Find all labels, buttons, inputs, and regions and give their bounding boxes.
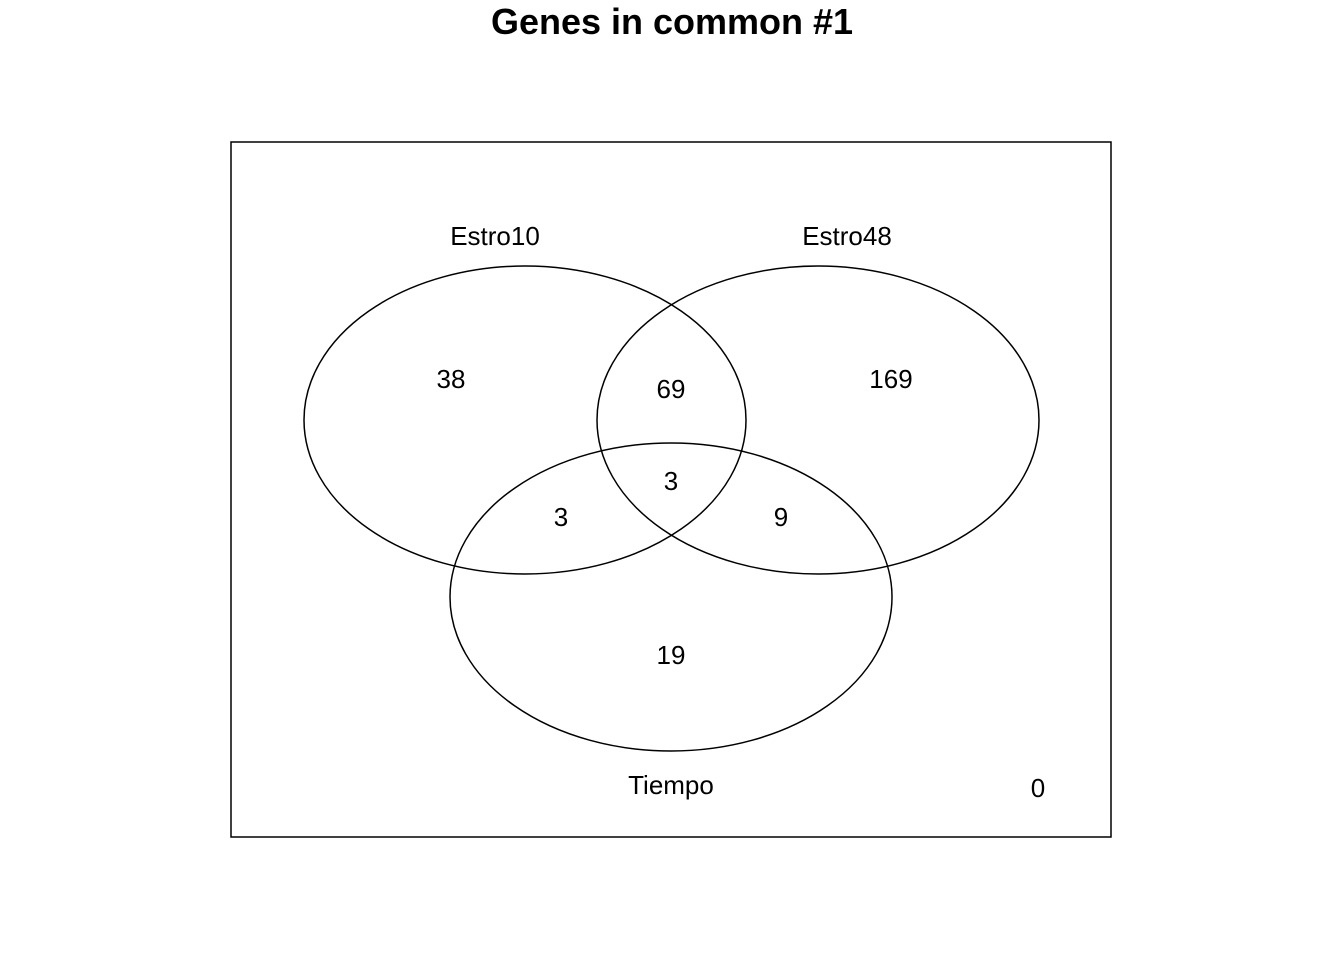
- region-count-estro48-tiempo: 9: [774, 502, 788, 532]
- region-count-estro48-only: 169: [869, 364, 912, 394]
- set-label-tiempo: Tiempo: [628, 770, 714, 800]
- set-label-estro10: Estro10: [450, 221, 540, 251]
- region-count-estro10-tiempo: 3: [554, 502, 568, 532]
- region-count-estro10-only: 38: [437, 364, 466, 394]
- chart-title: Genes in common #1: [490, 1, 854, 42]
- region-count-estro10-estro48: 69: [657, 374, 686, 404]
- set-label-estro48: Estro48: [802, 221, 892, 251]
- set-circle-estro10: [303, 265, 747, 575]
- universe-box: [230, 141, 1112, 838]
- region-count-tiempo-only: 19: [657, 640, 686, 670]
- set-circle-tiempo: [449, 442, 893, 752]
- region-count-all-three: 3: [664, 466, 678, 496]
- set-circle-estro48: [596, 265, 1040, 575]
- region-count-none: 0: [1031, 773, 1045, 803]
